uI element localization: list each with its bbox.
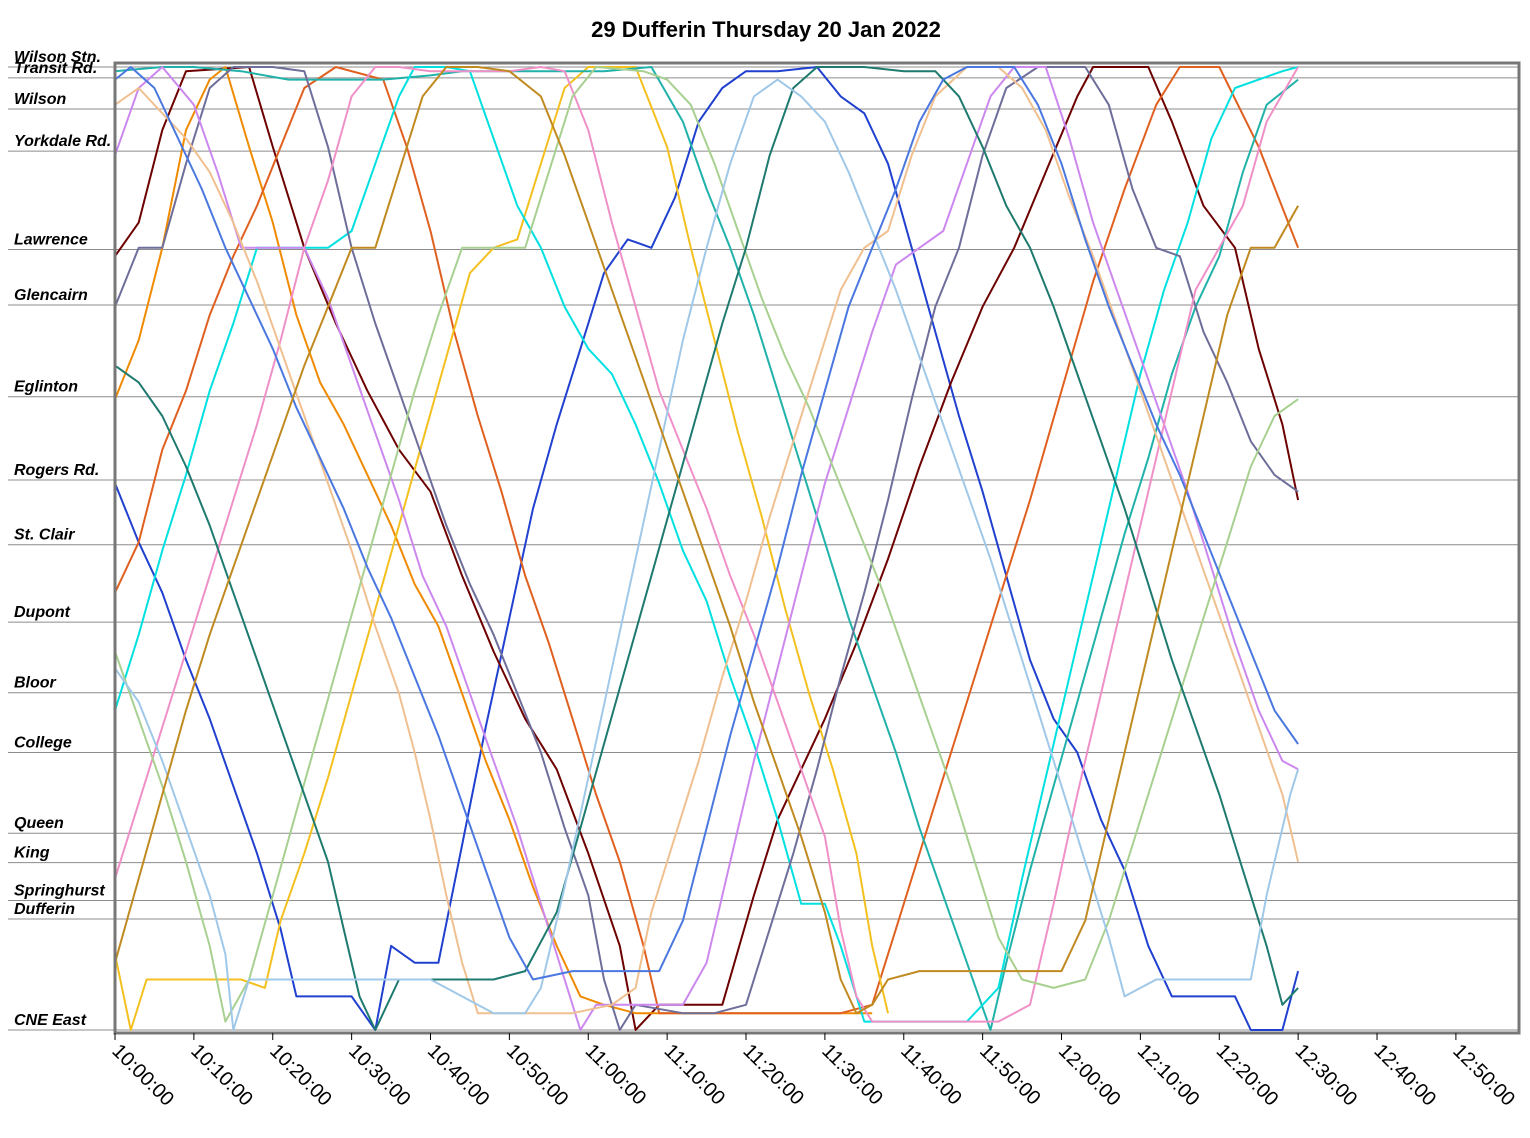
trip-line	[114, 66, 1299, 981]
stop-label: Eglinton	[14, 379, 78, 396]
x-tick-label: 10:10:00	[186, 1040, 257, 1111]
x-tick-label: 10:30:00	[344, 1040, 415, 1111]
x-axis-ticks: 10:00:00 10:10:00 10:20:00 10:30:00 10:40:00…	[107, 1033, 1519, 1111]
x-tick-label: 10:20:00	[265, 1040, 336, 1111]
trip-line	[114, 66, 1300, 1031]
stop-label: King	[14, 845, 50, 862]
x-tick-label: 11:40:00	[896, 1040, 966, 1110]
stop-label: Yorkdale Rd.	[14, 133, 111, 150]
stop-label: Dupont	[14, 604, 71, 621]
trip-line	[114, 66, 1299, 1031]
stop-label: Springhurst	[14, 882, 105, 899]
trip-line	[114, 66, 1299, 1015]
x-tick-label: 12:30:00	[1291, 1040, 1362, 1111]
stop-label: Lawrence	[14, 232, 88, 249]
x-tick-label: 11:30:00	[817, 1040, 887, 1110]
stop-label: Bloor	[14, 675, 57, 692]
x-tick-label: 11:20:00	[738, 1040, 808, 1110]
x-tick-label: 12:10:00	[1133, 1040, 1204, 1111]
stop-label: College	[14, 734, 72, 751]
trip-line	[114, 66, 1299, 1023]
stop-label: CNE East	[14, 1012, 87, 1029]
x-tick-label: 10:40:00	[423, 1040, 494, 1111]
x-tick-label: 10:00:00	[107, 1040, 178, 1111]
trip-line	[114, 66, 1299, 1023]
x-tick-label: 11:50:00	[975, 1040, 1045, 1110]
stop-label: Wilson Stn.	[14, 49, 101, 66]
stop-gridlines	[8, 66, 1519, 1031]
trip-line	[114, 66, 1299, 1031]
trip-line	[114, 66, 1300, 1031]
trip-lines	[114, 66, 1300, 1031]
x-tick-label: 10:50:00	[502, 1040, 573, 1111]
chart-title: 29 Dufferin Thursday 20 Jan 2022	[591, 17, 941, 42]
trip-line	[114, 66, 1300, 1015]
stop-label: Glencairn	[14, 287, 88, 304]
x-tick-label: 12:20:00	[1212, 1040, 1283, 1111]
x-tick-label: 11:10:00	[660, 1040, 730, 1110]
stop-label: Rogers Rd.	[14, 462, 99, 479]
stop-label: St. Clair	[14, 527, 75, 544]
x-tick-label: 12:40:00	[1369, 1040, 1440, 1111]
trip-line	[114, 66, 1299, 1023]
trip-line	[114, 66, 1299, 1031]
x-tick-label: 11:00:00	[581, 1040, 651, 1110]
x-tick-label: 12:50:00	[1448, 1040, 1519, 1111]
trip-line	[114, 66, 1300, 1015]
x-tick-label: 12:00:00	[1054, 1040, 1125, 1111]
trip-line	[114, 66, 1299, 1031]
stop-label: Dufferin	[14, 901, 75, 918]
stop-label: Wilson	[14, 91, 67, 108]
plot-frame	[113, 61, 1521, 1035]
trip-line	[114, 66, 889, 1031]
stop-label: Transit Rd.	[14, 60, 97, 77]
stop-label: Queen	[14, 815, 64, 832]
stop-labels: Wilson Stn.Transit Rd. Wilson Yorkdale Rd.…	[14, 49, 111, 1029]
